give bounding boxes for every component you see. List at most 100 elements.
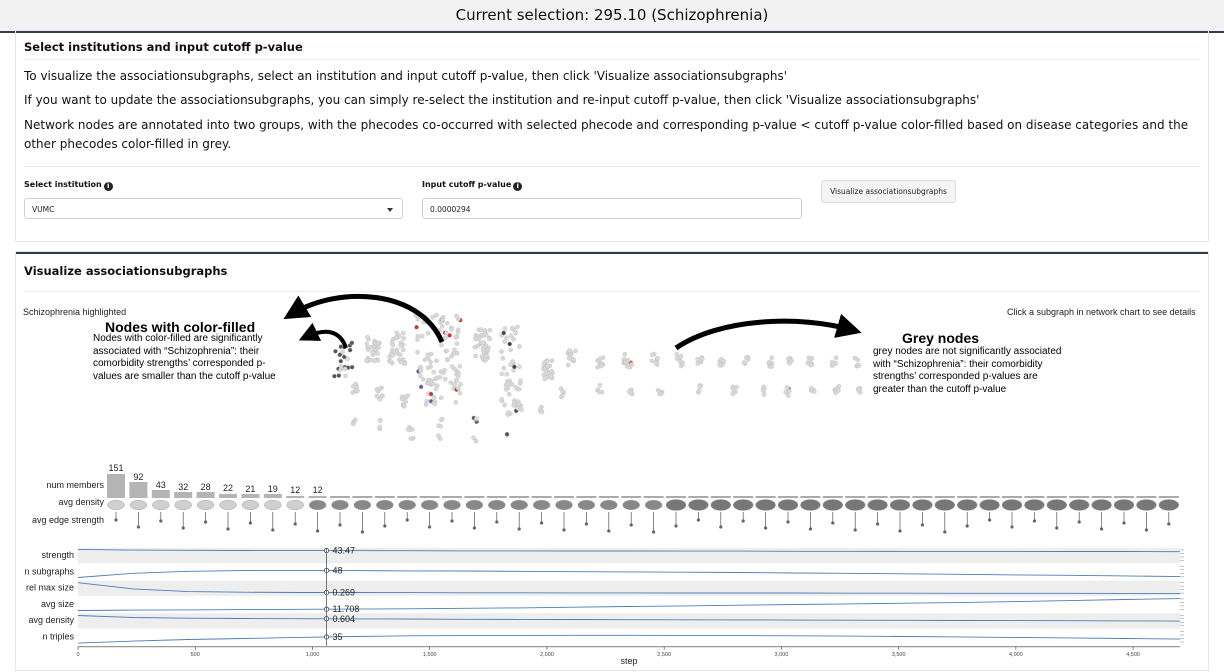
- network-node[interactable]: [439, 323, 445, 329]
- network-node[interactable]: [717, 362, 723, 368]
- network-node[interactable]: [375, 340, 381, 346]
- network-node[interactable]: [507, 341, 513, 347]
- network-node[interactable]: [508, 362, 513, 368]
- density-ellipse[interactable]: [1136, 499, 1157, 511]
- network-node[interactable]: [730, 386, 736, 392]
- network-node[interactable]: [424, 398, 430, 404]
- network-node[interactable]: [418, 384, 424, 390]
- network-node[interactable]: [452, 382, 457, 387]
- density-ellipse[interactable]: [867, 499, 888, 511]
- network-node[interactable]: [836, 384, 842, 389]
- network-node[interactable]: [502, 402, 507, 408]
- network-node[interactable]: [408, 436, 414, 441]
- network-node[interactable]: [342, 366, 348, 372]
- network-node[interactable]: [444, 320, 450, 326]
- density-ellipse[interactable]: [488, 500, 506, 511]
- network-node[interactable]: [785, 393, 791, 398]
- network-node[interactable]: [653, 360, 659, 366]
- network-node[interactable]: [741, 360, 747, 365]
- density-ellipse[interactable]: [219, 500, 237, 511]
- density-ellipse[interactable]: [845, 499, 866, 511]
- edge-strength-point[interactable]: [159, 519, 163, 523]
- density-ellipse[interactable]: [600, 500, 618, 511]
- trend-chart[interactable]: strength 43.47 n subgraphs 48 rel max size 0.…: [24, 546, 1184, 666]
- info-icon[interactable]: i: [103, 182, 113, 191]
- density-ellipse[interactable]: [398, 500, 416, 511]
- network-node[interactable]: [480, 346, 486, 352]
- network-node[interactable]: [655, 388, 661, 393]
- network-node[interactable]: [443, 335, 448, 341]
- network-node[interactable]: [428, 359, 433, 365]
- network-node[interactable]: [352, 417, 358, 423]
- network-node[interactable]: [364, 358, 369, 363]
- network-node[interactable]: [677, 358, 683, 364]
- edge-strength-point[interactable]: [405, 518, 409, 522]
- network-node[interactable]: [458, 382, 463, 387]
- density-ellipse[interactable]: [264, 500, 282, 511]
- network-node[interactable]: [431, 369, 437, 375]
- edge-strength-point[interactable]: [584, 522, 589, 526]
- edge-strength-point[interactable]: [562, 528, 566, 532]
- network-node[interactable]: [453, 399, 459, 405]
- network-node[interactable]: [566, 362, 571, 368]
- network-node[interactable]: [442, 376, 448, 382]
- edge-strength-point[interactable]: [898, 529, 902, 533]
- cutoff-input[interactable]: 0.0000294: [422, 198, 802, 219]
- network-node[interactable]: [718, 356, 724, 362]
- network-node[interactable]: [457, 390, 463, 396]
- network-node[interactable]: [517, 364, 522, 369]
- density-ellipse[interactable]: [1113, 499, 1135, 511]
- density-ellipse[interactable]: [532, 500, 551, 511]
- network-node[interactable]: [398, 343, 403, 348]
- network-node[interactable]: [355, 388, 360, 394]
- network-node[interactable]: [833, 355, 839, 360]
- density-ellipse[interactable]: [733, 499, 754, 511]
- density-ellipse[interactable]: [510, 500, 528, 511]
- network-node[interactable]: [783, 389, 789, 395]
- edge-strength-point[interactable]: [136, 525, 140, 529]
- edge-strength-point[interactable]: [495, 520, 499, 524]
- network-node[interactable]: [436, 433, 441, 439]
- edge-strength-point[interactable]: [853, 528, 857, 532]
- network-node[interactable]: [364, 341, 370, 346]
- network-node[interactable]: [744, 355, 749, 360]
- network-node[interactable]: [573, 348, 578, 354]
- density-ellipse[interactable]: [308, 500, 327, 511]
- edge-strength-point[interactable]: [360, 530, 364, 534]
- network-node[interactable]: [697, 383, 703, 389]
- network-node[interactable]: [434, 358, 439, 364]
- network-node[interactable]: [508, 333, 514, 339]
- network-node[interactable]: [502, 339, 508, 344]
- network-node[interactable]: [336, 373, 342, 378]
- density-ellipse[interactable]: [353, 500, 372, 511]
- network-node[interactable]: [445, 357, 450, 363]
- network-node[interactable]: [374, 393, 380, 399]
- edge-strength-point[interactable]: [472, 526, 476, 530]
- network-node[interactable]: [332, 373, 337, 379]
- network-node[interactable]: [595, 358, 601, 364]
- network-node[interactable]: [432, 401, 438, 407]
- network-node[interactable]: [650, 352, 655, 358]
- density-ellipse[interactable]: [443, 500, 461, 511]
- network-node[interactable]: [501, 330, 507, 336]
- density-ellipse[interactable]: [1158, 499, 1180, 511]
- edge-strength-point[interactable]: [204, 520, 208, 524]
- institution-select[interactable]: VUMC: [24, 198, 403, 219]
- network-node[interactable]: [856, 363, 862, 368]
- network-node[interactable]: [377, 396, 383, 402]
- edge-strength-point[interactable]: [428, 525, 432, 529]
- density-ellipse[interactable]: [957, 499, 978, 511]
- network-node[interactable]: [377, 424, 383, 430]
- network-node[interactable]: [549, 368, 555, 374]
- network-node[interactable]: [518, 378, 523, 384]
- network-node[interactable]: [394, 330, 400, 336]
- edge-strength-point[interactable]: [607, 529, 611, 533]
- density-ellipse[interactable]: [755, 499, 776, 511]
- edge-strength-point[interactable]: [114, 518, 118, 522]
- network-node[interactable]: [337, 352, 343, 358]
- network-node[interactable]: [501, 365, 507, 371]
- network-node[interactable]: [449, 327, 454, 332]
- network-node[interactable]: [340, 349, 345, 355]
- network-node[interactable]: [730, 391, 736, 397]
- edge-strength-point[interactable]: [1077, 520, 1081, 524]
